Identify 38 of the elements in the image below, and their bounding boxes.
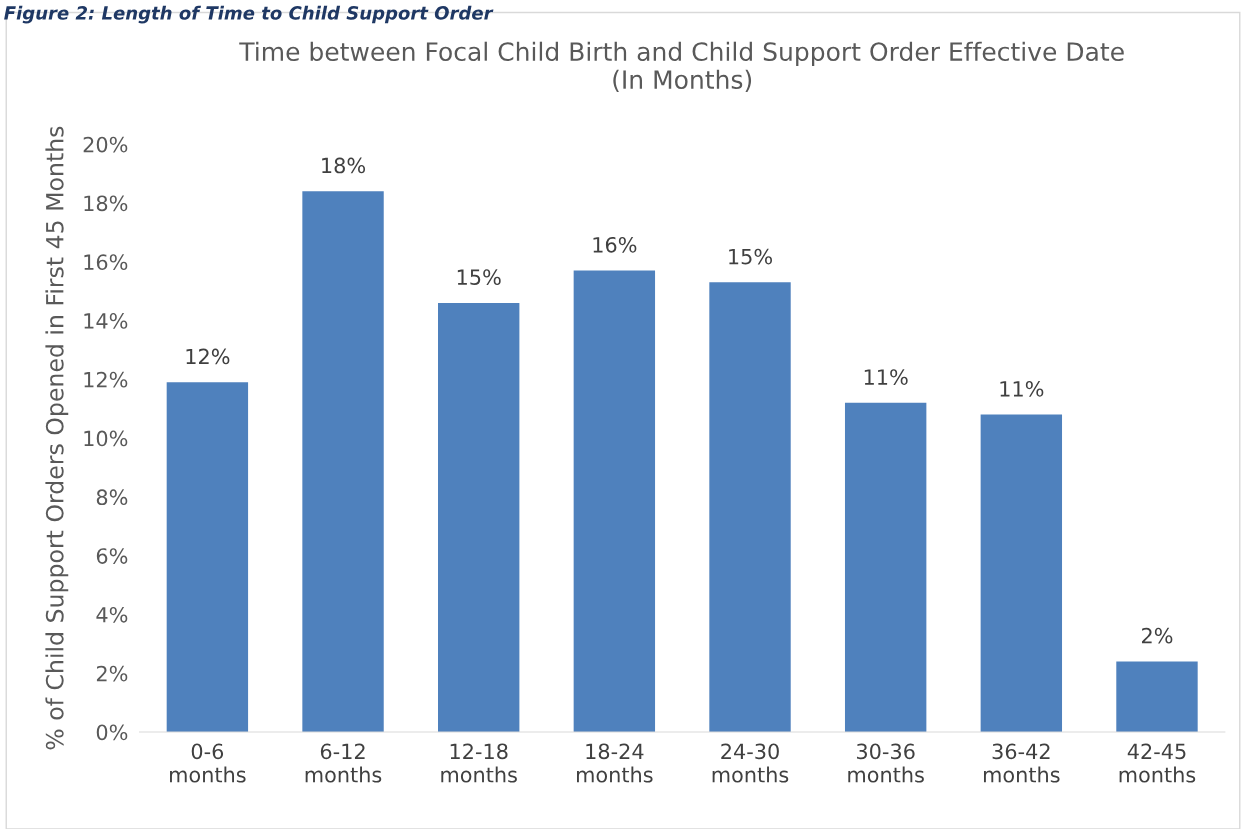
data-label: 11% [864,369,908,385]
chart-title: Time between Focal Child Birth and Child Support Order Effective Date (In Months) [239,41,1124,92]
y-tick-label: 12% [84,371,128,388]
bar [573,270,656,733]
data-label: 2% [1141,627,1173,644]
data-label: 15% [729,248,773,265]
x-tick-label: 18-24 months [577,743,653,783]
x-tick-label: 6-12 months [305,743,382,783]
y-tick-label: 2% [96,665,128,682]
x-tick-label: 30-36 months [848,743,924,783]
y-tick-label: 16% [84,254,128,271]
x-tick-label: 36-42 months [983,743,1060,783]
bar [1116,661,1198,733]
caption: Figure 2: Length of Time to Child Support Order [4,5,494,24]
bar [980,414,1063,733]
y-tick-label: 8% [96,489,128,506]
bar [302,191,384,733]
y-tick-label: 4% [96,606,128,623]
y-tick-label: 14% [84,313,128,329]
bar [709,282,791,733]
y-axis-title: % of Child Support Orders Opened in First 45 Months [45,126,69,750]
y-tick-label: 18% [84,195,128,212]
data-label: 15% [457,269,501,286]
x-tick-label: 12-18 months [441,743,517,783]
data-label: 16% [593,236,637,253]
x-tick-label: 42-45 months [1119,743,1196,783]
bar [438,302,520,733]
y-tick-label: 20% [83,136,128,153]
data-label: 11% [1000,380,1044,397]
bar [844,402,927,733]
y-tick-label: 0% [96,724,128,741]
x-tick-label: 24-30 months [712,743,789,783]
data-label: 18% [322,157,366,174]
data-label: 12% [186,348,230,365]
bar [166,382,249,733]
x-tick-label: 0-6 months [170,743,246,783]
y-tick-label: 10% [84,430,128,447]
y-tick-label: 6% [96,548,128,564]
